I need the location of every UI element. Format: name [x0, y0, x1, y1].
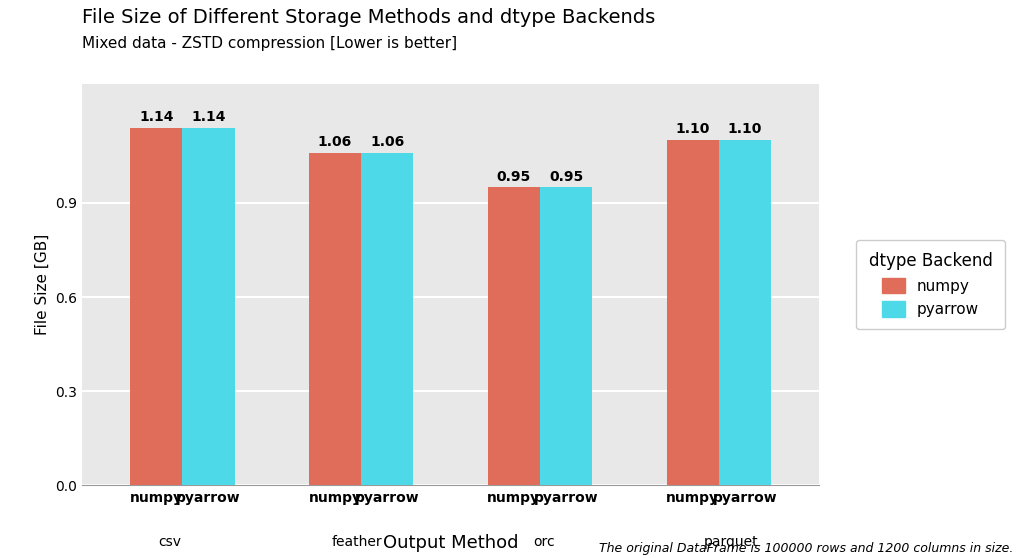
Text: 1.10: 1.10: [676, 122, 710, 136]
Bar: [130, 128, 182, 485]
Bar: [487, 187, 540, 485]
Text: Mixed data - ZSTD compression [Lower is better]: Mixed data - ZSTD compression [Lower is …: [82, 36, 457, 51]
Bar: [309, 153, 361, 485]
Bar: [361, 153, 414, 485]
Text: 1.06: 1.06: [370, 135, 404, 149]
Bar: [719, 140, 771, 485]
Bar: [182, 128, 234, 485]
Text: 1.14: 1.14: [191, 110, 225, 124]
Text: 1.10: 1.10: [728, 122, 762, 136]
Text: 1.14: 1.14: [139, 110, 173, 124]
Legend: numpy, pyarrow: numpy, pyarrow: [856, 240, 1005, 329]
Text: Output Method: Output Method: [383, 535, 518, 552]
Text: The original DataFrame is 100000 rows and 1200 columns in size.: The original DataFrame is 100000 rows an…: [599, 542, 1014, 555]
Text: 0.95: 0.95: [549, 170, 584, 184]
Text: 0.95: 0.95: [497, 170, 531, 184]
Bar: [540, 187, 592, 485]
Text: 1.06: 1.06: [317, 135, 352, 149]
Y-axis label: File Size [GB]: File Size [GB]: [35, 234, 49, 335]
Bar: [667, 140, 719, 485]
Text: File Size of Different Storage Methods and dtype Backends: File Size of Different Storage Methods a…: [82, 8, 655, 27]
